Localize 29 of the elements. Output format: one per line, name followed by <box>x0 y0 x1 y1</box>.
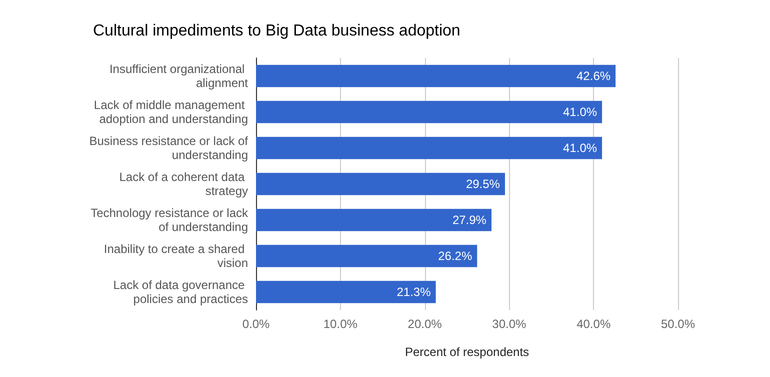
chart-title: Cultural impediments to Big Data business adoption <box>93 22 460 40</box>
bar <box>256 172 505 196</box>
data-label: 27.9% <box>452 213 487 227</box>
data-label: 42.6% <box>576 69 611 83</box>
bar <box>256 244 478 268</box>
data-label: 21.3% <box>396 285 432 299</box>
y-tick-label: Inability to create a shared vision <box>104 242 248 270</box>
y-tick-label: Lack of middle management adoption and understanding <box>94 98 248 126</box>
data-label: 41.0% <box>563 105 598 119</box>
x-tick-label: 20.0% <box>408 317 442 331</box>
y-tick-label: Technology resistance or lack of understanding <box>90 206 249 234</box>
bar <box>256 136 602 160</box>
bar <box>256 64 616 88</box>
data-label: 41.0% <box>563 141 598 155</box>
x-tick-label: 0.0% <box>242 317 270 331</box>
data-label: 26.2% <box>438 249 472 263</box>
y-tick-label: Business resistance or lack of understanding <box>89 134 249 162</box>
data-label: 29.5% <box>466 177 500 191</box>
bar <box>256 208 492 232</box>
x-tick-label: 50.0% <box>660 317 696 331</box>
x-tick-label: 40.0% <box>576 317 611 331</box>
y-tick-label: Lack of data governance policies and practices <box>113 278 248 306</box>
y-tick-label: Insufficient organizational alignment <box>109 62 249 90</box>
bar <box>256 100 602 124</box>
x-axis-title: Percent of respondents <box>404 345 530 359</box>
y-tick-label: Lack of a coherent data strategy <box>119 170 248 198</box>
bar <box>256 280 436 304</box>
x-tick-label: 30.0% <box>492 317 527 331</box>
x-tick-label: 10.0% <box>323 317 358 331</box>
